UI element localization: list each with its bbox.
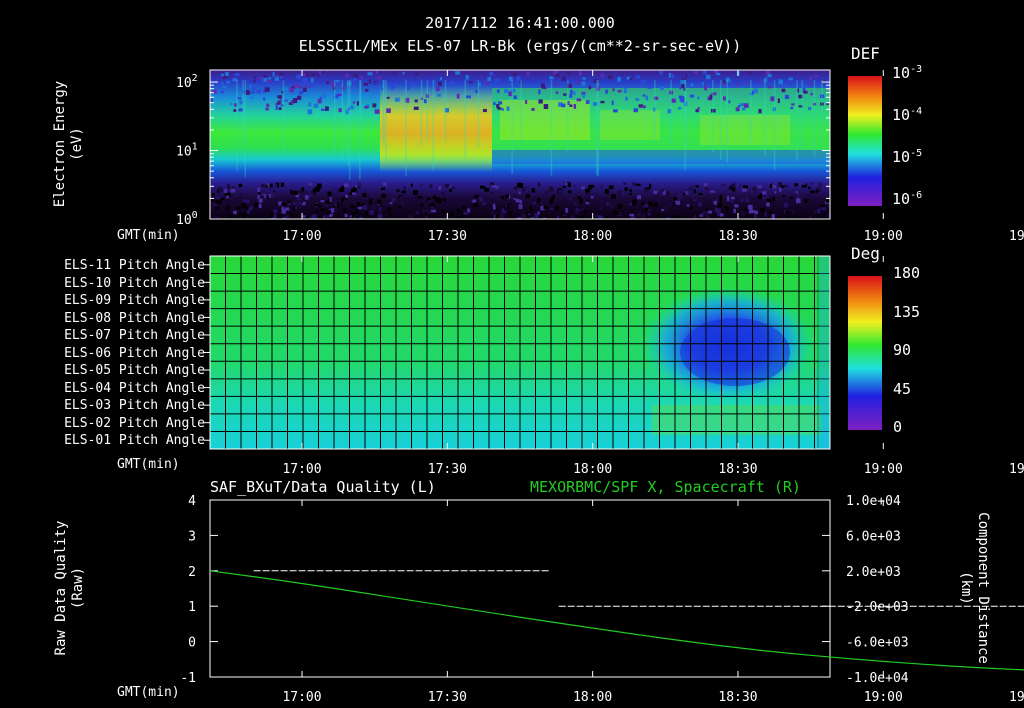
def-tick-label: 10-4 <box>892 106 923 124</box>
energy-tick-label: 102 <box>176 73 198 91</box>
pitch-row-label: ELS-05 Pitch Angle <box>64 363 205 379</box>
time-tick-label: 18:30 <box>718 690 757 705</box>
def-colorbar-title: DEF <box>851 44 880 63</box>
deg-tick-label: 180 <box>893 264 921 282</box>
def-colorbar <box>848 76 882 206</box>
time-tick-label: 18:30 <box>718 462 757 477</box>
deg-tick-label: 45 <box>893 379 912 398</box>
time-axis-label-1: GMT(min) <box>117 228 180 243</box>
spf-x-line <box>209 570 1024 671</box>
time-tick-label: 18:00 <box>573 462 612 477</box>
time-axis-label-2: GMT(min) <box>117 457 180 472</box>
time-tick-label: 19:00 <box>864 462 903 477</box>
pitch-row-label: ELS-08 Pitch Angle <box>64 310 205 326</box>
distance-tick-label: -2.0e+03 <box>846 600 909 615</box>
pitch-row-label: ELS-02 Pitch Angle <box>64 415 205 431</box>
deg-tick-label: 0 <box>893 418 903 436</box>
panel3-left-title: SAF_BXuT/Data Quality (L) <box>210 478 436 496</box>
quality-tick-label: 4 <box>188 494 196 509</box>
time-tick-label: 19:30 <box>1009 462 1024 477</box>
spectrogram-image <box>210 70 830 219</box>
time-tick-label: 17:00 <box>282 462 321 477</box>
pitch-row-label: ELS-11 Pitch Angle <box>64 258 205 273</box>
pitch-angle-image <box>210 256 830 449</box>
deg-tick-label: 90 <box>893 341 912 359</box>
energy-axis-label: Electron Energy (eV) <box>52 80 85 208</box>
header-subtitle: ELSSCIL/MEx ELS-07 LR-Bk (ergs/(cm**2-sr… <box>298 37 742 55</box>
header-datetime: 2017/112 16:41:00.000 <box>425 14 615 32</box>
quality-tick-label: -1 <box>180 671 196 686</box>
time-tick-label: 17:00 <box>282 229 321 244</box>
def-tick-label: 10-5 <box>892 148 923 166</box>
deg-colorbar <box>848 276 882 430</box>
pitch-row-label: ELS-07 Pitch Angle <box>64 328 205 344</box>
def-tick-label: 10-3 <box>892 64 923 82</box>
pitch-row-label: ELS-06 Pitch Angle <box>64 345 205 361</box>
time-tick-label: 17:30 <box>428 690 467 705</box>
distance-tick-label: 6.0e+03 <box>846 529 901 544</box>
quality-tick-label: 2 <box>188 565 196 580</box>
component-distance-axis-label: Component Distance (km) <box>958 512 991 664</box>
time-tick-label: 18:30 <box>718 229 757 244</box>
data-quality-axis-label: Raw Data Quality (Raw) <box>53 520 86 656</box>
time-tick-label: 18:00 <box>573 229 612 244</box>
time-tick-label: 17:30 <box>428 462 467 477</box>
pitch-row-label: ELS-10 Pitch Angle <box>64 275 205 291</box>
time-tick-label: 18:00 <box>573 690 612 705</box>
time-tick-label: 19:30 <box>1009 690 1024 705</box>
distance-tick-label: -1.0e+04 <box>846 671 909 686</box>
def-tick-label: 10-6 <box>892 190 923 208</box>
energy-tick-label: 101 <box>176 142 198 160</box>
time-tick-label: 17:00 <box>282 690 321 705</box>
distance-tick-label: 2.0e+03 <box>846 565 901 580</box>
time-axis-label-3: GMT(min) <box>117 685 180 700</box>
time-tick-label: 19:00 <box>864 690 903 705</box>
deg-tick-label: 135 <box>893 302 921 321</box>
deg-colorbar-title: Deg <box>851 244 880 263</box>
panel3-right-title: MEXORBMC/SPF X, Spacecraft (R) <box>530 478 801 496</box>
energy-tick-label: 100 <box>176 210 198 228</box>
distance-tick-label: 1.0e+04 <box>846 494 901 509</box>
quality-tick-label: 3 <box>188 529 196 544</box>
time-tick-label: 19:00 <box>864 229 903 244</box>
quality-tick-label: 0 <box>188 636 196 651</box>
pitch-row-label: ELS-03 Pitch Angle <box>64 398 205 414</box>
time-tick-label: 17:30 <box>428 229 467 244</box>
pitch-row-label: ELS-04 Pitch Angle <box>64 380 205 396</box>
quality-tick-label: 1 <box>188 600 196 615</box>
time-tick-label: 19:30 <box>1009 229 1024 244</box>
pitch-row-label: ELS-01 Pitch Angle <box>64 433 205 449</box>
pitch-row-label: ELS-09 Pitch Angle <box>64 293 205 309</box>
distance-tick-label: -6.0e+03 <box>846 636 909 651</box>
